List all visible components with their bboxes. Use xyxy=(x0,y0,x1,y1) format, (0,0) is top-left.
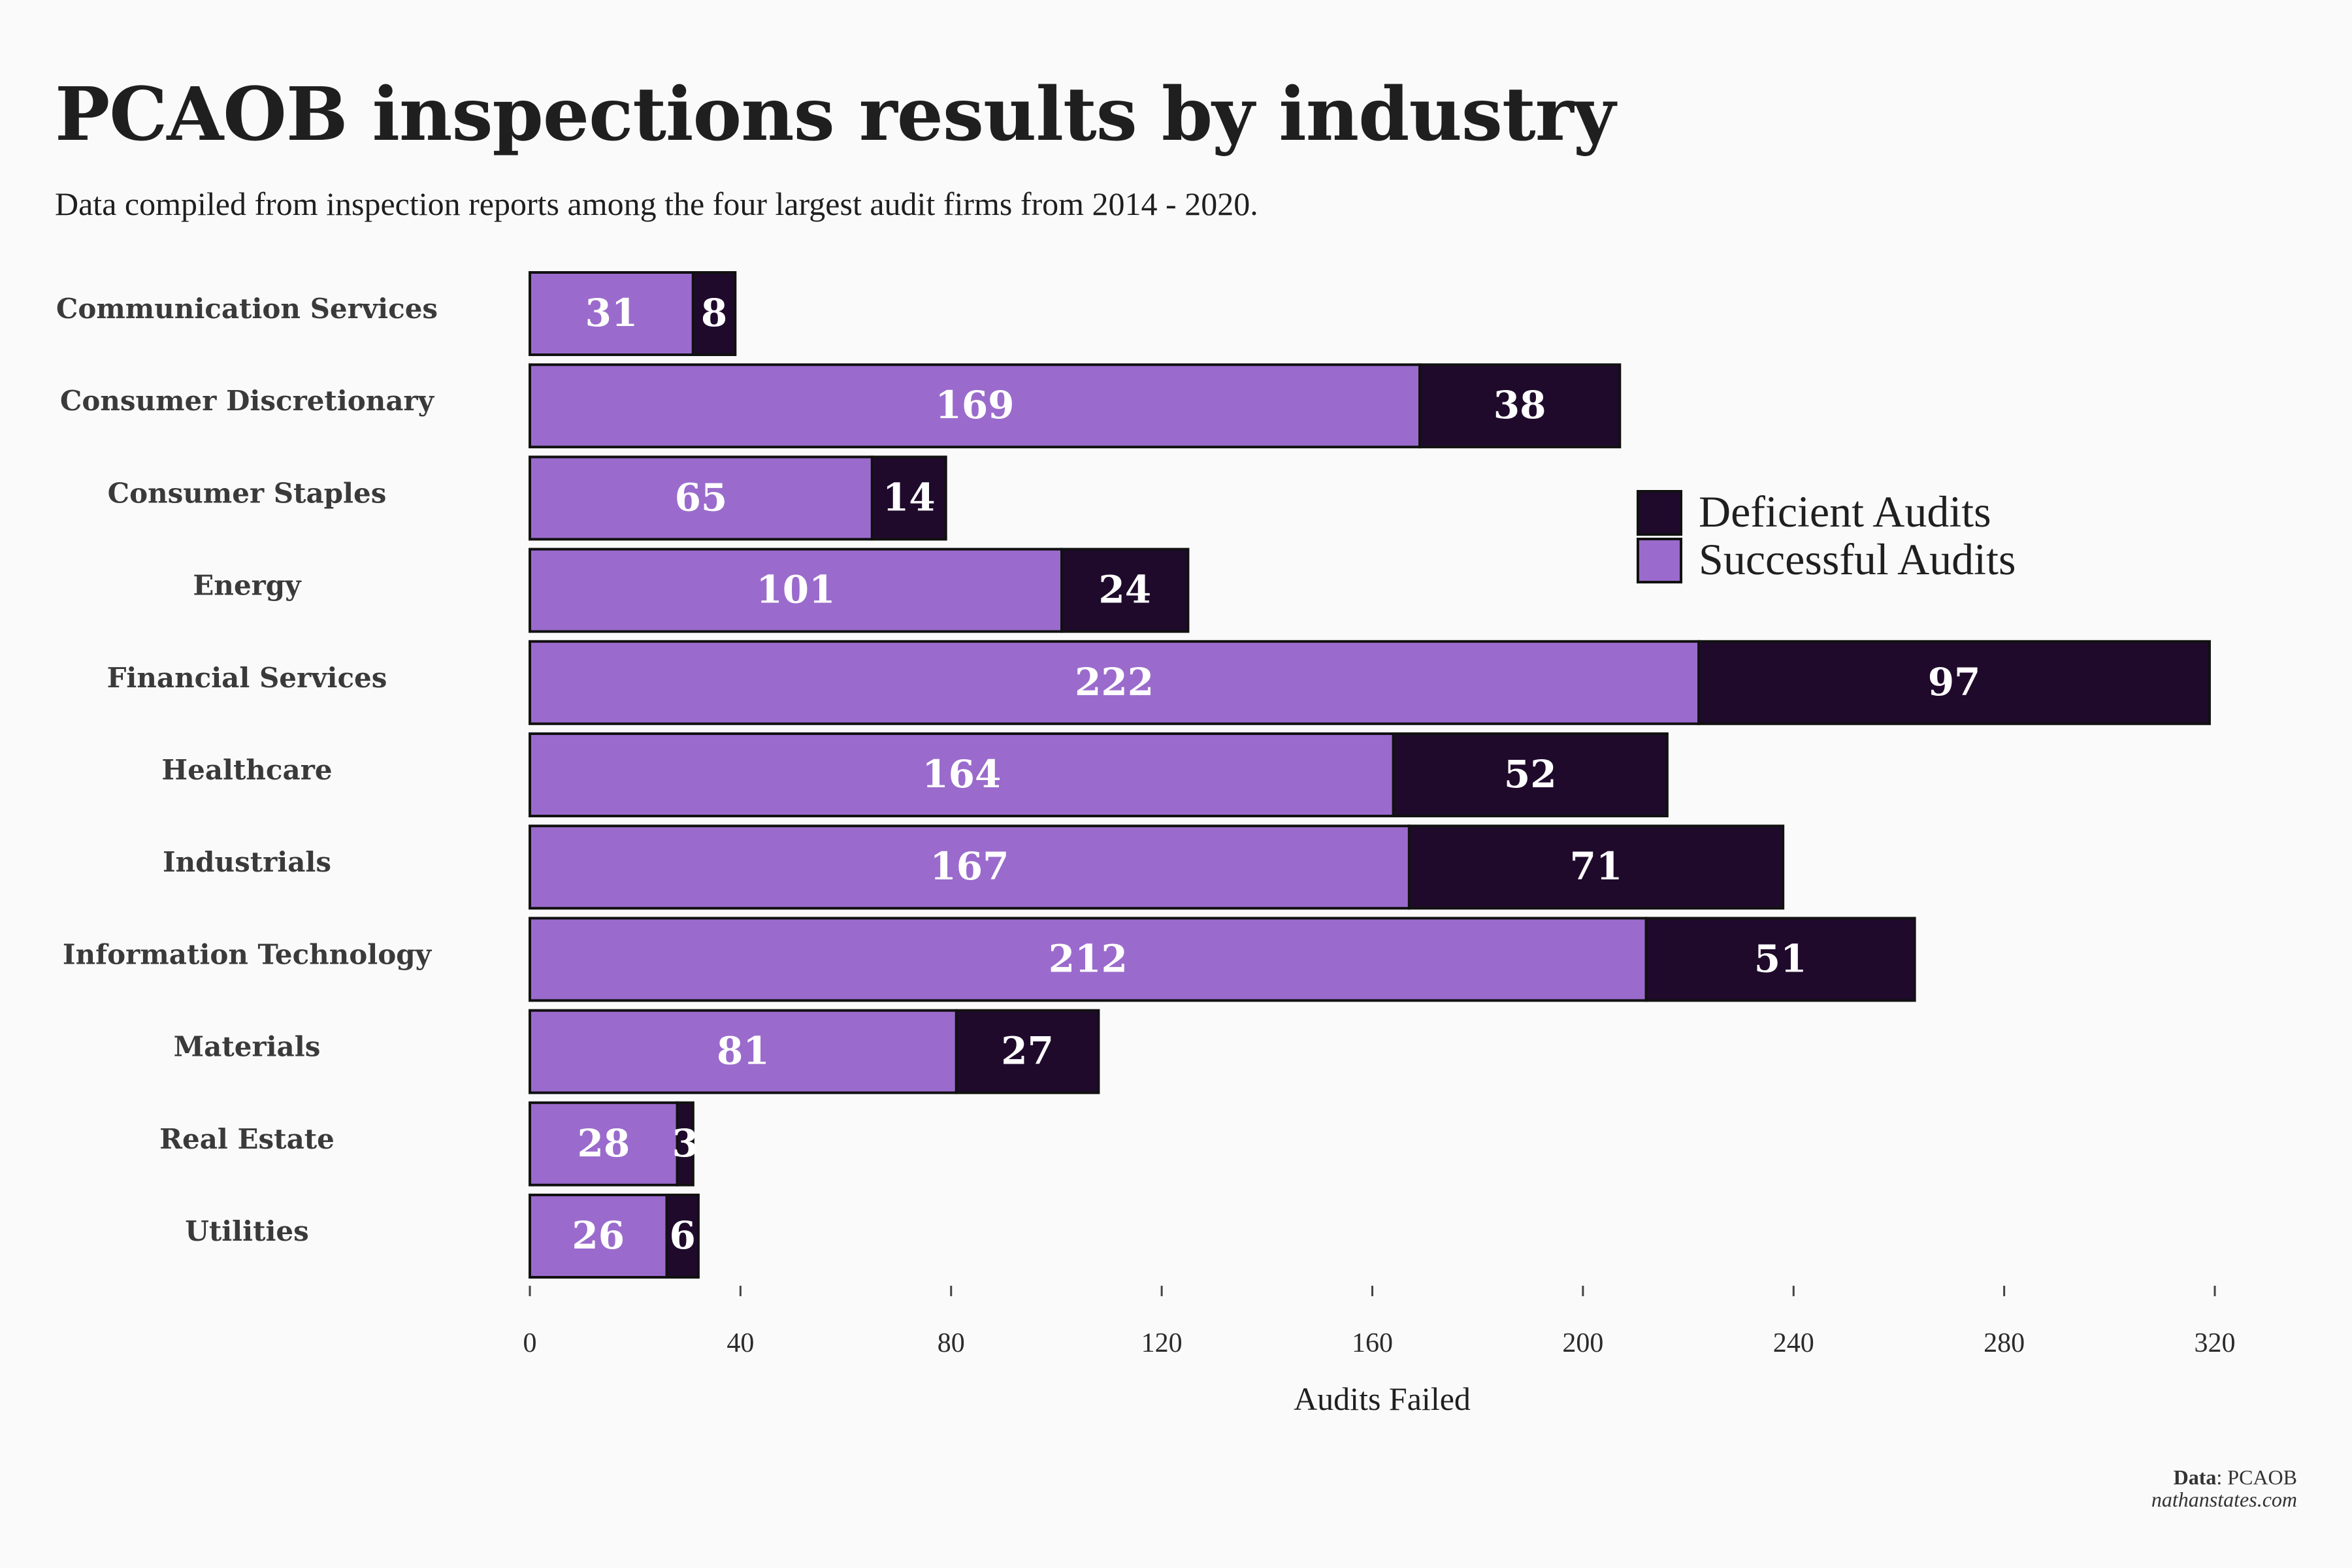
bar-successful-communication-services xyxy=(529,271,694,356)
bar-deficient-consumer-discretionary xyxy=(1418,363,1622,449)
legend-swatch-successful-audits xyxy=(1637,538,1682,583)
bar-deficient-communication-services xyxy=(691,271,737,356)
category-label: Utilities xyxy=(185,1215,309,1247)
bars: 31 8 169 38 65 14 101 24 222 97 164 52 167 71 212 51 81 2… xyxy=(529,271,2211,1279)
data-label-successful: 222 xyxy=(1075,660,1154,704)
data-label-successful: 101 xyxy=(756,568,835,612)
category-label: Healthcare xyxy=(161,754,332,786)
data-label-deficient: 6 xyxy=(670,1213,696,1258)
legend-label-successful-audits: Successful Audits xyxy=(1699,534,2016,584)
category-label: Energy xyxy=(193,570,302,602)
x-axis-title: Audits Failed xyxy=(1294,1380,1471,1417)
category-label: Financial Services xyxy=(107,662,387,694)
data-label-successful: 65 xyxy=(675,475,728,519)
chart-title: PCAOB inspections results by industry xyxy=(55,72,1616,157)
category-label: Consumer Staples xyxy=(108,477,387,509)
source-note: Data: PCAOB nathanstates.com xyxy=(2151,1465,2297,1511)
x-tick-label: 0 xyxy=(523,1328,537,1358)
source-key: Data xyxy=(2173,1465,2217,1489)
source-value: PCAOB xyxy=(2227,1465,2297,1489)
bar-deficient-materials xyxy=(955,1009,1100,1094)
data-label-successful: 81 xyxy=(717,1029,770,1073)
category-label: Information Technology xyxy=(63,938,433,970)
x-tick-label: 120 xyxy=(1141,1328,1183,1358)
data-label-deficient: 38 xyxy=(1494,383,1546,427)
data-label-successful: 164 xyxy=(922,752,1001,796)
data-label-deficient: 97 xyxy=(1928,660,1981,704)
bar-deficient-real-estate xyxy=(676,1101,694,1186)
data-label-deficient: 14 xyxy=(883,475,936,519)
legend-label-deficient-audits: Deficient Audits xyxy=(1699,487,1991,536)
bar-deficient-industrials xyxy=(1407,825,1785,910)
bar-deficient-information-technology xyxy=(1644,917,1916,1002)
x-tick-label: 200 xyxy=(1562,1328,1603,1358)
bar-successful-financial-services xyxy=(529,640,1701,725)
x-tick-label: 320 xyxy=(2195,1328,2236,1358)
bar-deficient-energy xyxy=(1060,547,1190,633)
category-label: Industrials xyxy=(163,846,331,878)
data-label-successful: 212 xyxy=(1049,936,1128,981)
data-label-successful: 26 xyxy=(572,1213,625,1258)
bar-successful-materials xyxy=(529,1009,958,1094)
data-label-deficient: 27 xyxy=(1001,1029,1054,1073)
data-label-successful: 31 xyxy=(585,291,638,335)
data-label-deficient: 71 xyxy=(1570,844,1623,889)
category-labels: Communication Services Consumer Discretio… xyxy=(56,293,438,1247)
legend-swatch-deficient-audits xyxy=(1637,490,1682,536)
bar-deficient-utilities xyxy=(665,1194,700,1279)
category-label: Communication Services xyxy=(56,293,438,325)
data-label-successful: 169 xyxy=(935,383,1014,427)
category-label: Real Estate xyxy=(159,1123,335,1155)
x-tick-label: 280 xyxy=(1984,1328,2025,1358)
source-site: nathanstates.com xyxy=(2151,1488,2297,1511)
data-label-deficient: 52 xyxy=(1504,752,1557,796)
bar-successful-energy xyxy=(529,547,1063,633)
bar-deficient-healthcare xyxy=(1392,732,1669,817)
category-label: Consumer Discretionary xyxy=(60,385,435,417)
x-tick-label: 240 xyxy=(1773,1328,1814,1358)
data-label-deficient: 51 xyxy=(1754,936,1807,981)
x-tick-label: 80 xyxy=(938,1328,965,1358)
chart-subtitle: Data compiled from inspection reports am… xyxy=(55,186,1258,222)
x-tick-label: 160 xyxy=(1352,1328,1393,1358)
data-label-deficient: 24 xyxy=(1098,568,1151,612)
x-tick-label: 40 xyxy=(727,1328,754,1358)
bar-deficient-consumer-staples xyxy=(870,455,947,541)
bar-successful-consumer-staples xyxy=(529,455,874,541)
data-label-deficient: 8 xyxy=(701,291,727,335)
data-label-deficient: 3 xyxy=(672,1121,698,1166)
bar-successful-industrials xyxy=(529,825,1411,910)
bar-successful-healthcare xyxy=(529,732,1395,817)
category-label: Materials xyxy=(174,1031,321,1063)
data-label-successful: 167 xyxy=(930,844,1009,889)
bar-deficient-financial-services xyxy=(1697,640,2211,725)
data-label-successful: 28 xyxy=(577,1121,630,1166)
x-axis: 0 40 80 120 160 200 240 280 320 xyxy=(523,1286,2236,1358)
